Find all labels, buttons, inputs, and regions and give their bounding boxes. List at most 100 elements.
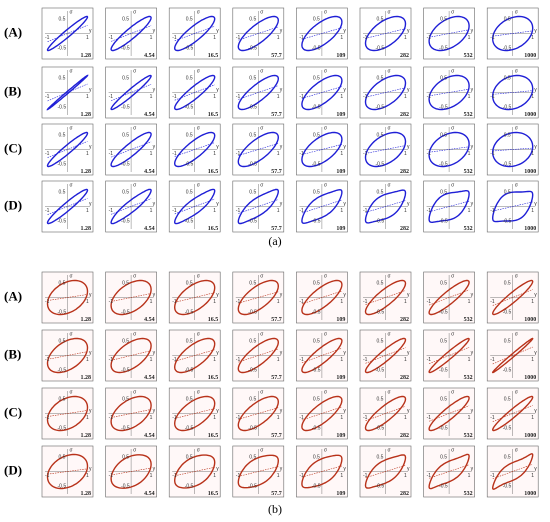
elastic-line bbox=[174, 466, 215, 477]
x-tick-label: -1 bbox=[109, 208, 114, 214]
frequency-label: 4.54 bbox=[144, 433, 155, 439]
y-axis-label: σ bbox=[388, 273, 392, 279]
frequency-label: 109 bbox=[336, 112, 345, 118]
x-tick-label: -1 bbox=[236, 208, 241, 214]
y-tick-label: 0.5 bbox=[377, 75, 384, 81]
row-label: (A) bbox=[4, 24, 22, 39]
stress-curve bbox=[110, 188, 152, 225]
row-label: (B) bbox=[4, 83, 21, 98]
elastic-line bbox=[238, 143, 279, 156]
y-tick-label: -0.5 bbox=[312, 483, 321, 489]
x-axis-label: γ bbox=[89, 144, 92, 150]
y-axis-label: σ bbox=[133, 273, 137, 279]
stress-curve bbox=[173, 74, 216, 111]
y-tick-label: 0.5 bbox=[122, 75, 129, 81]
x-tick-label: 1 bbox=[150, 151, 153, 157]
stress-curve bbox=[364, 189, 407, 224]
x-tick-label: -1 bbox=[109, 299, 114, 305]
y-tick-label: -0.5 bbox=[58, 425, 67, 431]
x-tick-label: 1 bbox=[86, 94, 89, 100]
lissajous-plot: σ γ 0.5 -0.5 1 -1 1.28 bbox=[41, 387, 94, 440]
stress-curve bbox=[491, 15, 534, 52]
y-tick-label: 0.5 bbox=[59, 189, 66, 195]
x-tick-label: 1 bbox=[213, 94, 216, 100]
stress-curve bbox=[491, 395, 534, 432]
x-tick-label: -1 bbox=[299, 94, 304, 100]
x-tick-label: 1 bbox=[531, 473, 534, 479]
x-tick-label: -1 bbox=[427, 94, 432, 100]
y-tick-label: -0.5 bbox=[503, 218, 512, 224]
elastic-line bbox=[110, 141, 152, 158]
x-tick-label: -1 bbox=[109, 415, 114, 421]
stress-curve bbox=[46, 15, 89, 52]
x-axis-label: γ bbox=[89, 466, 92, 472]
x-tick-label: -1 bbox=[172, 208, 177, 214]
x-axis-label: γ bbox=[153, 28, 156, 34]
x-tick-label: 1 bbox=[468, 357, 471, 363]
x-tick-label: 1 bbox=[150, 415, 153, 421]
stress-curve bbox=[301, 337, 343, 374]
y-axis-label: σ bbox=[324, 331, 328, 337]
x-axis-label: γ bbox=[89, 408, 92, 414]
x-tick-label: -1 bbox=[299, 473, 304, 479]
frequency-label: 16.5 bbox=[208, 317, 219, 323]
x-axis-label: γ bbox=[280, 292, 283, 298]
y-tick-label: -0.5 bbox=[58, 218, 67, 224]
x-axis-label: γ bbox=[89, 292, 92, 298]
y-tick-label: -0.5 bbox=[376, 104, 385, 110]
y-axis-label: σ bbox=[515, 182, 519, 188]
x-axis-label: γ bbox=[216, 28, 219, 34]
y-axis-label: σ bbox=[70, 331, 74, 337]
x-tick-label: 1 bbox=[404, 208, 407, 214]
lissajous-plot: σ γ 0.5 -0.5 1 -1 109 bbox=[296, 445, 348, 498]
y-axis-label: σ bbox=[70, 273, 74, 279]
frequency-label: 57.7 bbox=[271, 226, 282, 232]
elastic-line bbox=[301, 406, 342, 421]
elastic-line bbox=[492, 463, 533, 480]
stress-curve bbox=[428, 131, 470, 168]
frequency-label: 1000 bbox=[524, 226, 536, 232]
lissajous-plot: σ γ 0.5 -0.5 1 -1 57.7 bbox=[232, 271, 285, 324]
x-axis-label: γ bbox=[216, 87, 219, 93]
stress-curve bbox=[46, 453, 89, 490]
stress-curve bbox=[46, 337, 89, 374]
y-tick-label: -0.5 bbox=[58, 483, 67, 489]
y-tick-label: -0.5 bbox=[312, 218, 321, 224]
elastic-line bbox=[111, 467, 152, 476]
y-tick-label: -0.5 bbox=[376, 367, 385, 373]
stress-curve bbox=[364, 131, 407, 168]
y-axis-label: σ bbox=[324, 182, 328, 188]
y-axis-label: σ bbox=[260, 389, 264, 395]
y-tick-label: 0.5 bbox=[440, 454, 447, 460]
x-axis-label: γ bbox=[153, 292, 156, 298]
stress-curve bbox=[364, 15, 407, 52]
frequency-label: 4.54 bbox=[144, 112, 155, 118]
frequency-label: 1.28 bbox=[81, 53, 92, 59]
x-tick-label: -1 bbox=[490, 35, 495, 41]
y-axis-label: σ bbox=[515, 68, 519, 74]
lissajous-plot: σ γ 0.5 -0.5 1 -1 4.54 bbox=[105, 66, 157, 119]
panel-caption: (a) bbox=[268, 234, 281, 248]
frequency-label: 1000 bbox=[524, 53, 536, 59]
elastic-line bbox=[301, 199, 342, 214]
x-axis-label: γ bbox=[534, 292, 537, 298]
elastic-line bbox=[47, 351, 88, 360]
x-axis-label: γ bbox=[343, 28, 346, 34]
x-tick-label: -1 bbox=[363, 299, 368, 305]
stress-curve bbox=[46, 131, 89, 168]
stress-curve bbox=[173, 395, 216, 432]
frequency-label: 1.28 bbox=[81, 226, 92, 232]
x-tick-label: -1 bbox=[172, 94, 177, 100]
y-tick-label: -0.5 bbox=[185, 425, 194, 431]
stress-curve bbox=[173, 15, 216, 52]
lissajous-plot: σ γ 0.5 -0.5 1 -1 16.5 bbox=[168, 180, 221, 233]
x-tick-label: -1 bbox=[490, 415, 495, 421]
y-tick-label: 0.5 bbox=[313, 132, 320, 138]
y-tick-label: 0.5 bbox=[504, 280, 511, 286]
y-tick-label: 0.5 bbox=[59, 280, 66, 286]
x-axis-label: γ bbox=[471, 28, 474, 34]
y-tick-label: 0.5 bbox=[440, 132, 447, 138]
x-axis-label: γ bbox=[153, 408, 156, 414]
x-tick-label: -1 bbox=[363, 151, 368, 157]
y-tick-label: 0.5 bbox=[504, 338, 511, 344]
